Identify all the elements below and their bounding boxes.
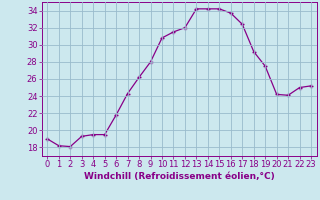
X-axis label: Windchill (Refroidissement éolien,°C): Windchill (Refroidissement éolien,°C) — [84, 172, 275, 181]
